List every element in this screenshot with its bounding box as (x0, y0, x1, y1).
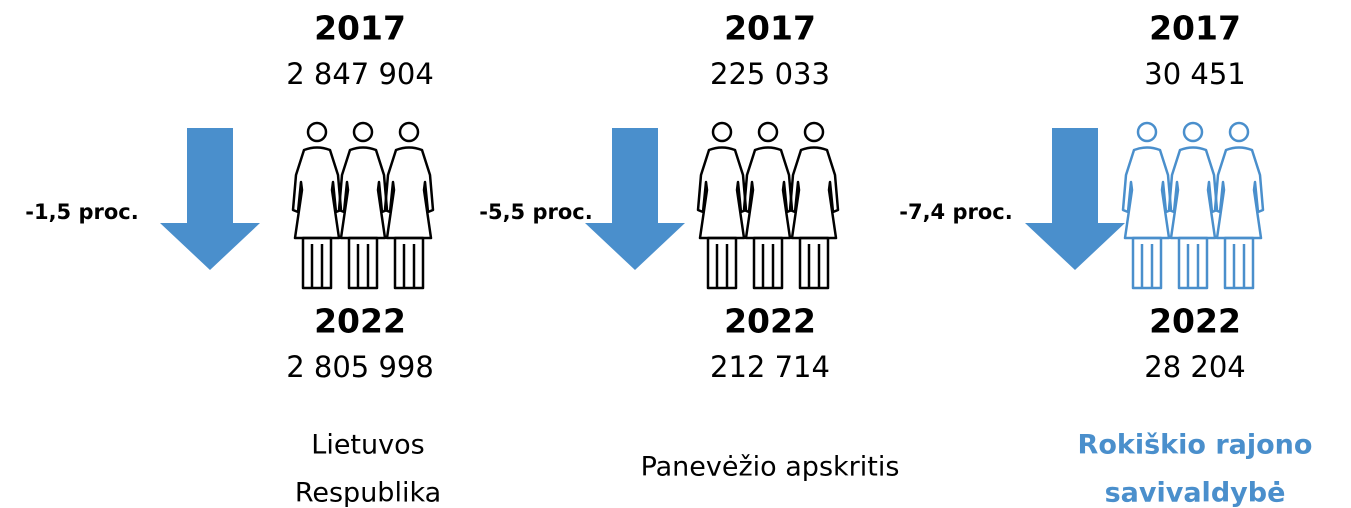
year-end: 2022 (1149, 302, 1241, 341)
value-start: 2 847 904 (286, 57, 434, 91)
value-end: 28 204 (1144, 350, 1245, 384)
person (291, 121, 343, 290)
person (742, 121, 794, 290)
region-name: savivaldybė (1105, 478, 1286, 508)
value-end: 212 714 (710, 350, 830, 384)
year-start: 2017 (1149, 9, 1241, 48)
change-label: -1,5 proc. (25, 200, 138, 224)
people-icon (696, 121, 840, 290)
change-label: -5,5 proc. (479, 200, 592, 224)
year-end: 2022 (724, 302, 816, 341)
person (383, 121, 435, 290)
person (1167, 121, 1219, 290)
people-icon (1121, 121, 1265, 290)
region-name: Respublika (295, 478, 441, 508)
person (1121, 121, 1173, 290)
person (1213, 121, 1265, 290)
year-end: 2022 (314, 302, 406, 341)
person (337, 121, 389, 290)
region-name: Panevėžio apskritis (641, 452, 900, 483)
region-name: Rokiškio rajono (1078, 430, 1313, 461)
year-start: 2017 (314, 9, 406, 48)
person (788, 121, 840, 290)
change-label: -7,4 proc. (899, 200, 1012, 224)
value-start: 225 033 (710, 57, 830, 91)
person (696, 121, 748, 290)
year-start: 2017 (724, 9, 816, 48)
down-arrow (160, 128, 260, 270)
down-arrow (585, 128, 685, 270)
value-end: 2 805 998 (286, 350, 434, 384)
people-icon (291, 121, 435, 290)
region-name: Lietuvos (311, 430, 424, 461)
value-start: 30 451 (1144, 57, 1245, 91)
down-arrow (1025, 128, 1125, 270)
